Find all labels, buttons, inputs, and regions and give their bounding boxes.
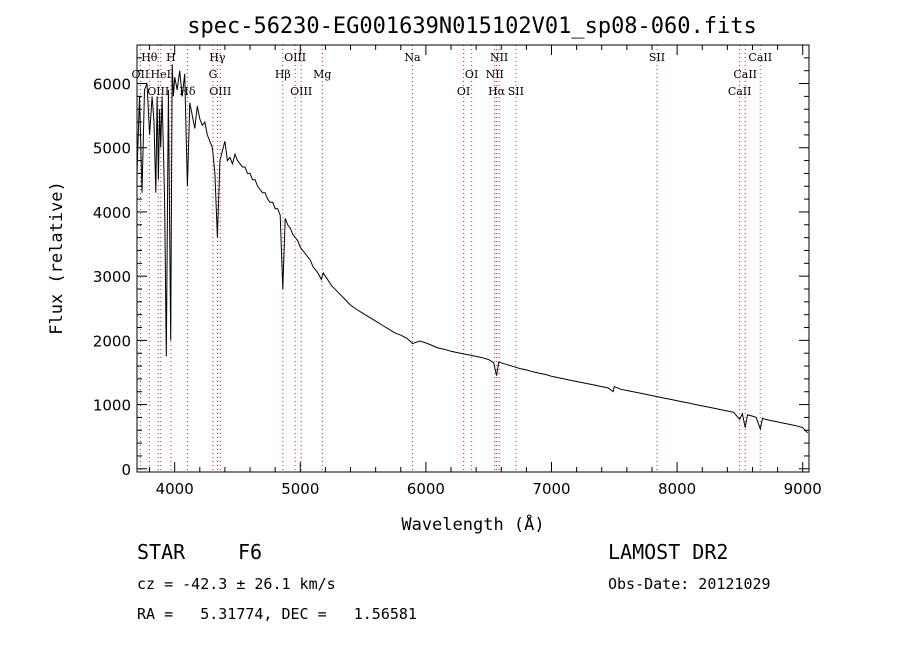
x-axis-label: Wavelength (Å) <box>401 513 544 535</box>
x-tick-label: 6000 <box>407 480 445 498</box>
y-tick-label: 0 <box>121 461 131 479</box>
x-tick-label: 5000 <box>281 480 319 498</box>
line-label: SII <box>508 85 524 98</box>
y-axis-label: Flux (relative) <box>47 181 67 335</box>
object-subclass: F6 <box>238 540 263 564</box>
line-label: OII <box>132 68 150 81</box>
line-label: NII <box>490 51 508 64</box>
observation-date: Obs-Date: 20121029 <box>608 575 771 593</box>
line-label: OIII <box>290 85 312 98</box>
line-label: OIII <box>284 51 306 64</box>
line-label: Na <box>404 51 421 64</box>
y-tick-label: 6000 <box>93 76 131 94</box>
x-tick-label: 9000 <box>784 480 822 498</box>
x-tick-label: 7000 <box>532 480 570 498</box>
spectrum-line <box>136 64 809 434</box>
coordinates: RA = 5.31774, DEC = 1.56581 <box>137 605 417 623</box>
x-tick-label: 4000 <box>156 480 194 498</box>
survey-name: LAMOST DR2 <box>608 540 729 564</box>
x-tick-label: 8000 <box>658 480 696 498</box>
line-label: OI <box>457 85 470 98</box>
line-label: CaII <box>733 68 757 81</box>
line-label: H <box>166 51 176 64</box>
y-tick-label: 5000 <box>93 140 131 158</box>
line-label: HeI <box>151 68 171 81</box>
redshift-velocity: cz = -42.3 ± 26.1 km/s <box>137 575 336 593</box>
axis-ticks: 4000 5000 6000 7000 8000 9000 0 1000 2000 3000 400… <box>93 45 822 498</box>
line-label: Hθ <box>141 51 158 64</box>
line-label: OIII <box>147 85 169 98</box>
y-tick-label: 4000 <box>93 204 131 222</box>
line-label: Hβ <box>275 68 291 81</box>
line-label: CaII <box>728 85 752 98</box>
line-label: G <box>209 68 218 81</box>
line-label: NII <box>486 68 504 81</box>
chart-title: spec-56230-EG001639N015102V01_sp08-060.f… <box>187 14 757 39</box>
emission-line-markers: Hθ H Hγ OIII Na NII SII CaII OII HeI G Hβ Mg OI NII CaI… <box>132 45 772 472</box>
line-label: OI <box>465 68 478 81</box>
y-tick-label: 3000 <box>93 268 131 286</box>
plot-frame <box>136 44 810 473</box>
line-label: SII <box>649 51 665 64</box>
line-label: OIII <box>209 85 231 98</box>
line-label: Hγ <box>209 51 226 64</box>
line-label: Mg <box>313 68 331 81</box>
y-tick-label: 1000 <box>93 397 131 415</box>
line-label: Hα <box>488 85 506 98</box>
line-label: CaII <box>748 51 772 64</box>
y-tick-label: 2000 <box>93 332 131 350</box>
object-class: STAR <box>137 540 186 564</box>
